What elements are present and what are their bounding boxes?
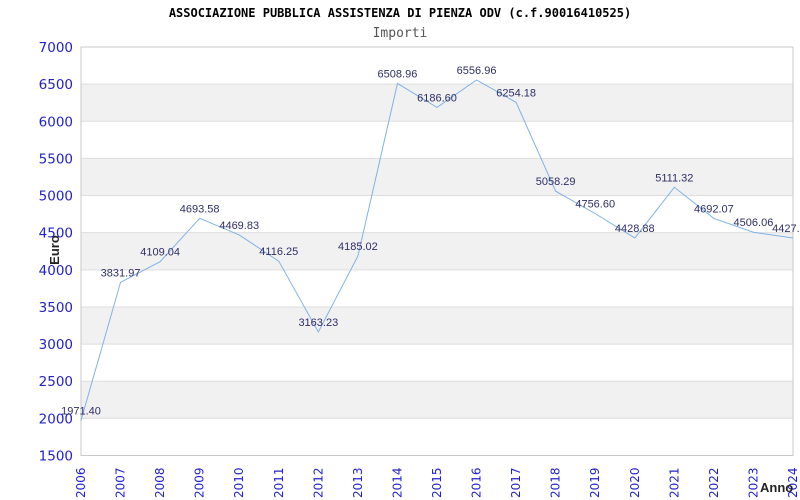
x-tick-label: 2023 (746, 467, 760, 498)
data-point-label: 5111.32 (655, 172, 693, 184)
x-tick-label: 2014 (390, 467, 404, 498)
chart-title: ASSOCIAZIONE PUBBLICA ASSISTENZA DI PIEN… (169, 6, 631, 20)
x-tick-label: 2018 (549, 467, 563, 498)
y-tick-label: 6000 (39, 114, 73, 130)
x-tick-label: 2011 (272, 467, 286, 498)
y-tick-label: 4000 (39, 263, 73, 279)
x-tick-label: 2020 (628, 467, 642, 498)
data-point-label: 4506.06 (734, 217, 774, 229)
grid-band (81, 84, 793, 122)
data-point-label: 3831.97 (101, 267, 141, 279)
data-line (80, 79, 794, 421)
grid-band (81, 158, 793, 196)
chart-subtitle: Importi (373, 26, 428, 41)
data-point-label: 6186.60 (417, 92, 457, 104)
x-tick-label: 2019 (588, 467, 602, 498)
y-tick-label: 2500 (39, 374, 73, 390)
x-tick-label: 2012 (311, 467, 325, 498)
x-tick-label: 2022 (707, 467, 721, 498)
data-point-label: 5058.29 (536, 176, 576, 188)
x-tick-label: 2015 (430, 467, 444, 498)
data-point-label: 4427.7 (772, 223, 800, 235)
x-tick-label: 2008 (153, 467, 167, 498)
data-point-label: 4109.04 (140, 247, 180, 259)
data-point-label: 4116.25 (259, 246, 298, 258)
grid-band (81, 306, 793, 345)
x-tick-label: 2017 (509, 467, 523, 498)
y-axis-title: Euro (47, 235, 62, 265)
plot-area: 1500 2000 2500 3000 3500 4000 4500 5000 5500 6000… (39, 40, 800, 498)
data-point-label: 6556.96 (457, 65, 497, 77)
plot-border (80, 46, 794, 456)
y-tick-label: 5500 (39, 151, 73, 167)
x-tick-label: 2016 (470, 467, 484, 498)
grid-band (81, 232, 793, 270)
y-tick-label: 3500 (39, 300, 73, 316)
data-point-label: 4185.02 (338, 241, 378, 253)
y-tick-label: 7000 (39, 40, 73, 56)
x-tick-label: 2006 (74, 467, 88, 498)
data-point-label: 4756.60 (575, 199, 615, 211)
y-tick-label: 5000 (39, 189, 73, 205)
y-tick-label: 3000 (39, 337, 73, 353)
data-point-label: 4428.88 (615, 223, 655, 235)
x-tick-label: 2007 (114, 467, 128, 498)
x-tick-label: 2013 (351, 467, 365, 498)
data-point-label: 4692.07 (694, 203, 734, 215)
data-point-label: 4469.83 (219, 220, 259, 232)
x-tick-label: 2021 (667, 467, 681, 498)
x-axis-title: Anno (760, 480, 793, 495)
data-point-label: 6508.96 (378, 68, 418, 80)
data-point-label: 1971.40 (61, 405, 101, 417)
data-point-label: 3163.23 (298, 317, 338, 329)
grid-band (81, 381, 793, 419)
y-tick-label: 6500 (39, 77, 73, 93)
y-tick-label: 1500 (39, 449, 73, 465)
x-tick-label: 2024 (786, 467, 800, 498)
y-tick-label: 2000 (39, 411, 73, 427)
data-point-label: 6254.18 (496, 87, 536, 99)
y-tick-label: 4500 (39, 226, 73, 242)
x-tick-label: 2010 (232, 467, 246, 498)
x-tick-label: 2009 (193, 467, 207, 498)
data-point-label: 4693.58 (180, 203, 220, 215)
